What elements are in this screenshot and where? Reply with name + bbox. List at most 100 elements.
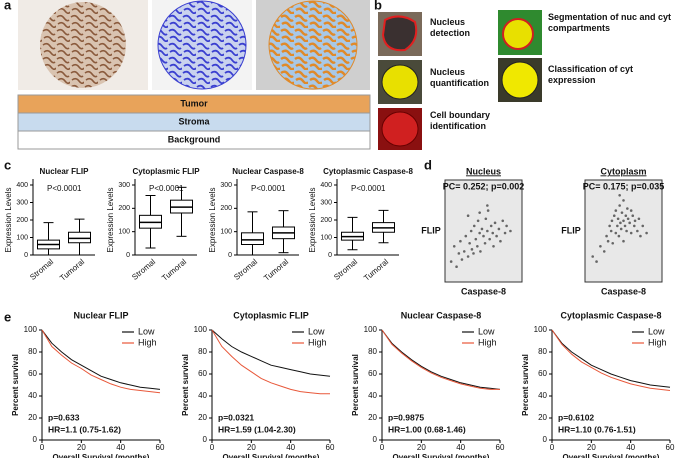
x-tick-label: 60	[156, 443, 165, 452]
box	[241, 232, 264, 245]
point	[618, 204, 621, 207]
point	[480, 227, 484, 231]
chart-title: Cytoplasm	[600, 166, 646, 176]
point	[622, 219, 625, 223]
x-axis-label: Overall Survival (months)	[393, 453, 490, 458]
point	[631, 214, 635, 217]
region-label: Background	[168, 134, 221, 144]
point	[616, 224, 619, 228]
point	[464, 234, 468, 238]
x-axis-label: Caspase-8	[461, 286, 506, 296]
point	[509, 229, 512, 233]
x-tick-label: Tumoral	[362, 257, 390, 283]
point	[468, 241, 471, 245]
legend-label: Low	[138, 326, 155, 336]
point	[501, 219, 505, 223]
chart-title: Cytoplasmic FLIP	[132, 167, 200, 176]
y-tick-label: 300	[118, 182, 130, 189]
x-tick-label: Tumoral	[58, 257, 86, 283]
panel-letter: a	[4, 0, 12, 12]
legend-label: High	[648, 337, 667, 347]
x-tick-label: 0	[40, 443, 45, 452]
point	[486, 204, 489, 207]
y-tick-label: 60	[538, 369, 547, 378]
y-tick-label: 0	[543, 435, 548, 444]
y-tick-label: 80	[28, 347, 37, 356]
y-tick-label: 400	[320, 182, 332, 189]
chart-title: Nucleus	[466, 166, 501, 176]
plot-area	[444, 179, 523, 283]
y-tick-label: 80	[198, 347, 207, 356]
y-tick-label: 100	[320, 234, 332, 241]
survival-curve	[381, 329, 501, 390]
point	[495, 234, 498, 238]
point	[612, 214, 616, 217]
x-tick-label: 0	[380, 443, 385, 452]
point	[619, 227, 623, 231]
y-tick-label: 20	[538, 413, 547, 422]
point	[505, 224, 508, 228]
x-tick-label: 20	[587, 443, 596, 452]
point	[478, 231, 481, 235]
point	[645, 231, 648, 235]
y-tick-label: 300	[16, 199, 28, 206]
y-tick-label: 0	[328, 252, 332, 259]
point	[503, 231, 507, 235]
annotation: HR=1.00 (0.68-1.46)	[388, 424, 466, 434]
annotation: HR=1.59 (1.04-2.30)	[218, 424, 296, 434]
step-label: Nucleus quantification	[430, 67, 489, 88]
point	[479, 250, 482, 253]
y-tick-label: 200	[320, 217, 332, 224]
y-tick-label: 100	[118, 229, 130, 236]
point	[457, 252, 461, 255]
x-tick-label: 20	[247, 443, 256, 452]
point	[637, 217, 641, 221]
annotation: p=0.633	[48, 412, 80, 422]
annotation: p=0.9875	[388, 412, 424, 422]
point	[595, 260, 598, 263]
point	[599, 245, 602, 248]
panel-letter: e	[4, 309, 11, 324]
point	[489, 224, 493, 228]
survival-curve	[551, 329, 671, 391]
point	[628, 221, 631, 225]
y-tick-label: 0	[203, 435, 208, 444]
point	[478, 211, 481, 214]
point	[602, 250, 606, 253]
y-axis-label: Expression Levels	[308, 188, 317, 253]
x-tick-label: 40	[116, 443, 125, 452]
x-tick-label: 20	[417, 443, 426, 452]
point	[614, 209, 618, 212]
point	[629, 231, 633, 235]
point	[493, 221, 497, 225]
point	[466, 255, 470, 258]
point	[591, 255, 594, 258]
point	[455, 265, 458, 269]
annotation: P<0.0001	[47, 184, 82, 193]
x-tick-label: 40	[456, 443, 465, 452]
point	[484, 217, 488, 221]
point	[629, 209, 633, 212]
annotation: HR=1.10 (0.76-1.51)	[558, 424, 636, 434]
point	[626, 207, 629, 210]
y-tick-label: 60	[198, 369, 207, 378]
point	[616, 217, 620, 221]
point	[605, 234, 608, 238]
region-label: Tumor	[180, 98, 208, 108]
point	[639, 234, 642, 238]
x-tick-label: Stromal	[232, 257, 259, 282]
panel-letter: d	[424, 157, 432, 172]
survival-curve	[41, 329, 161, 390]
x-tick-label: 60	[496, 443, 505, 452]
point	[462, 250, 466, 253]
chart-title: Cytoplasmic Caspase-8	[323, 167, 413, 176]
y-tick-label: 20	[198, 413, 207, 422]
point	[470, 248, 474, 251]
point	[486, 229, 489, 233]
point	[636, 229, 639, 233]
point	[619, 221, 622, 225]
y-tick-label: 100	[16, 234, 28, 241]
x-tick-label: 0	[550, 443, 555, 452]
y-tick-label: 200	[16, 217, 28, 224]
y-tick-label: 80	[368, 347, 377, 356]
